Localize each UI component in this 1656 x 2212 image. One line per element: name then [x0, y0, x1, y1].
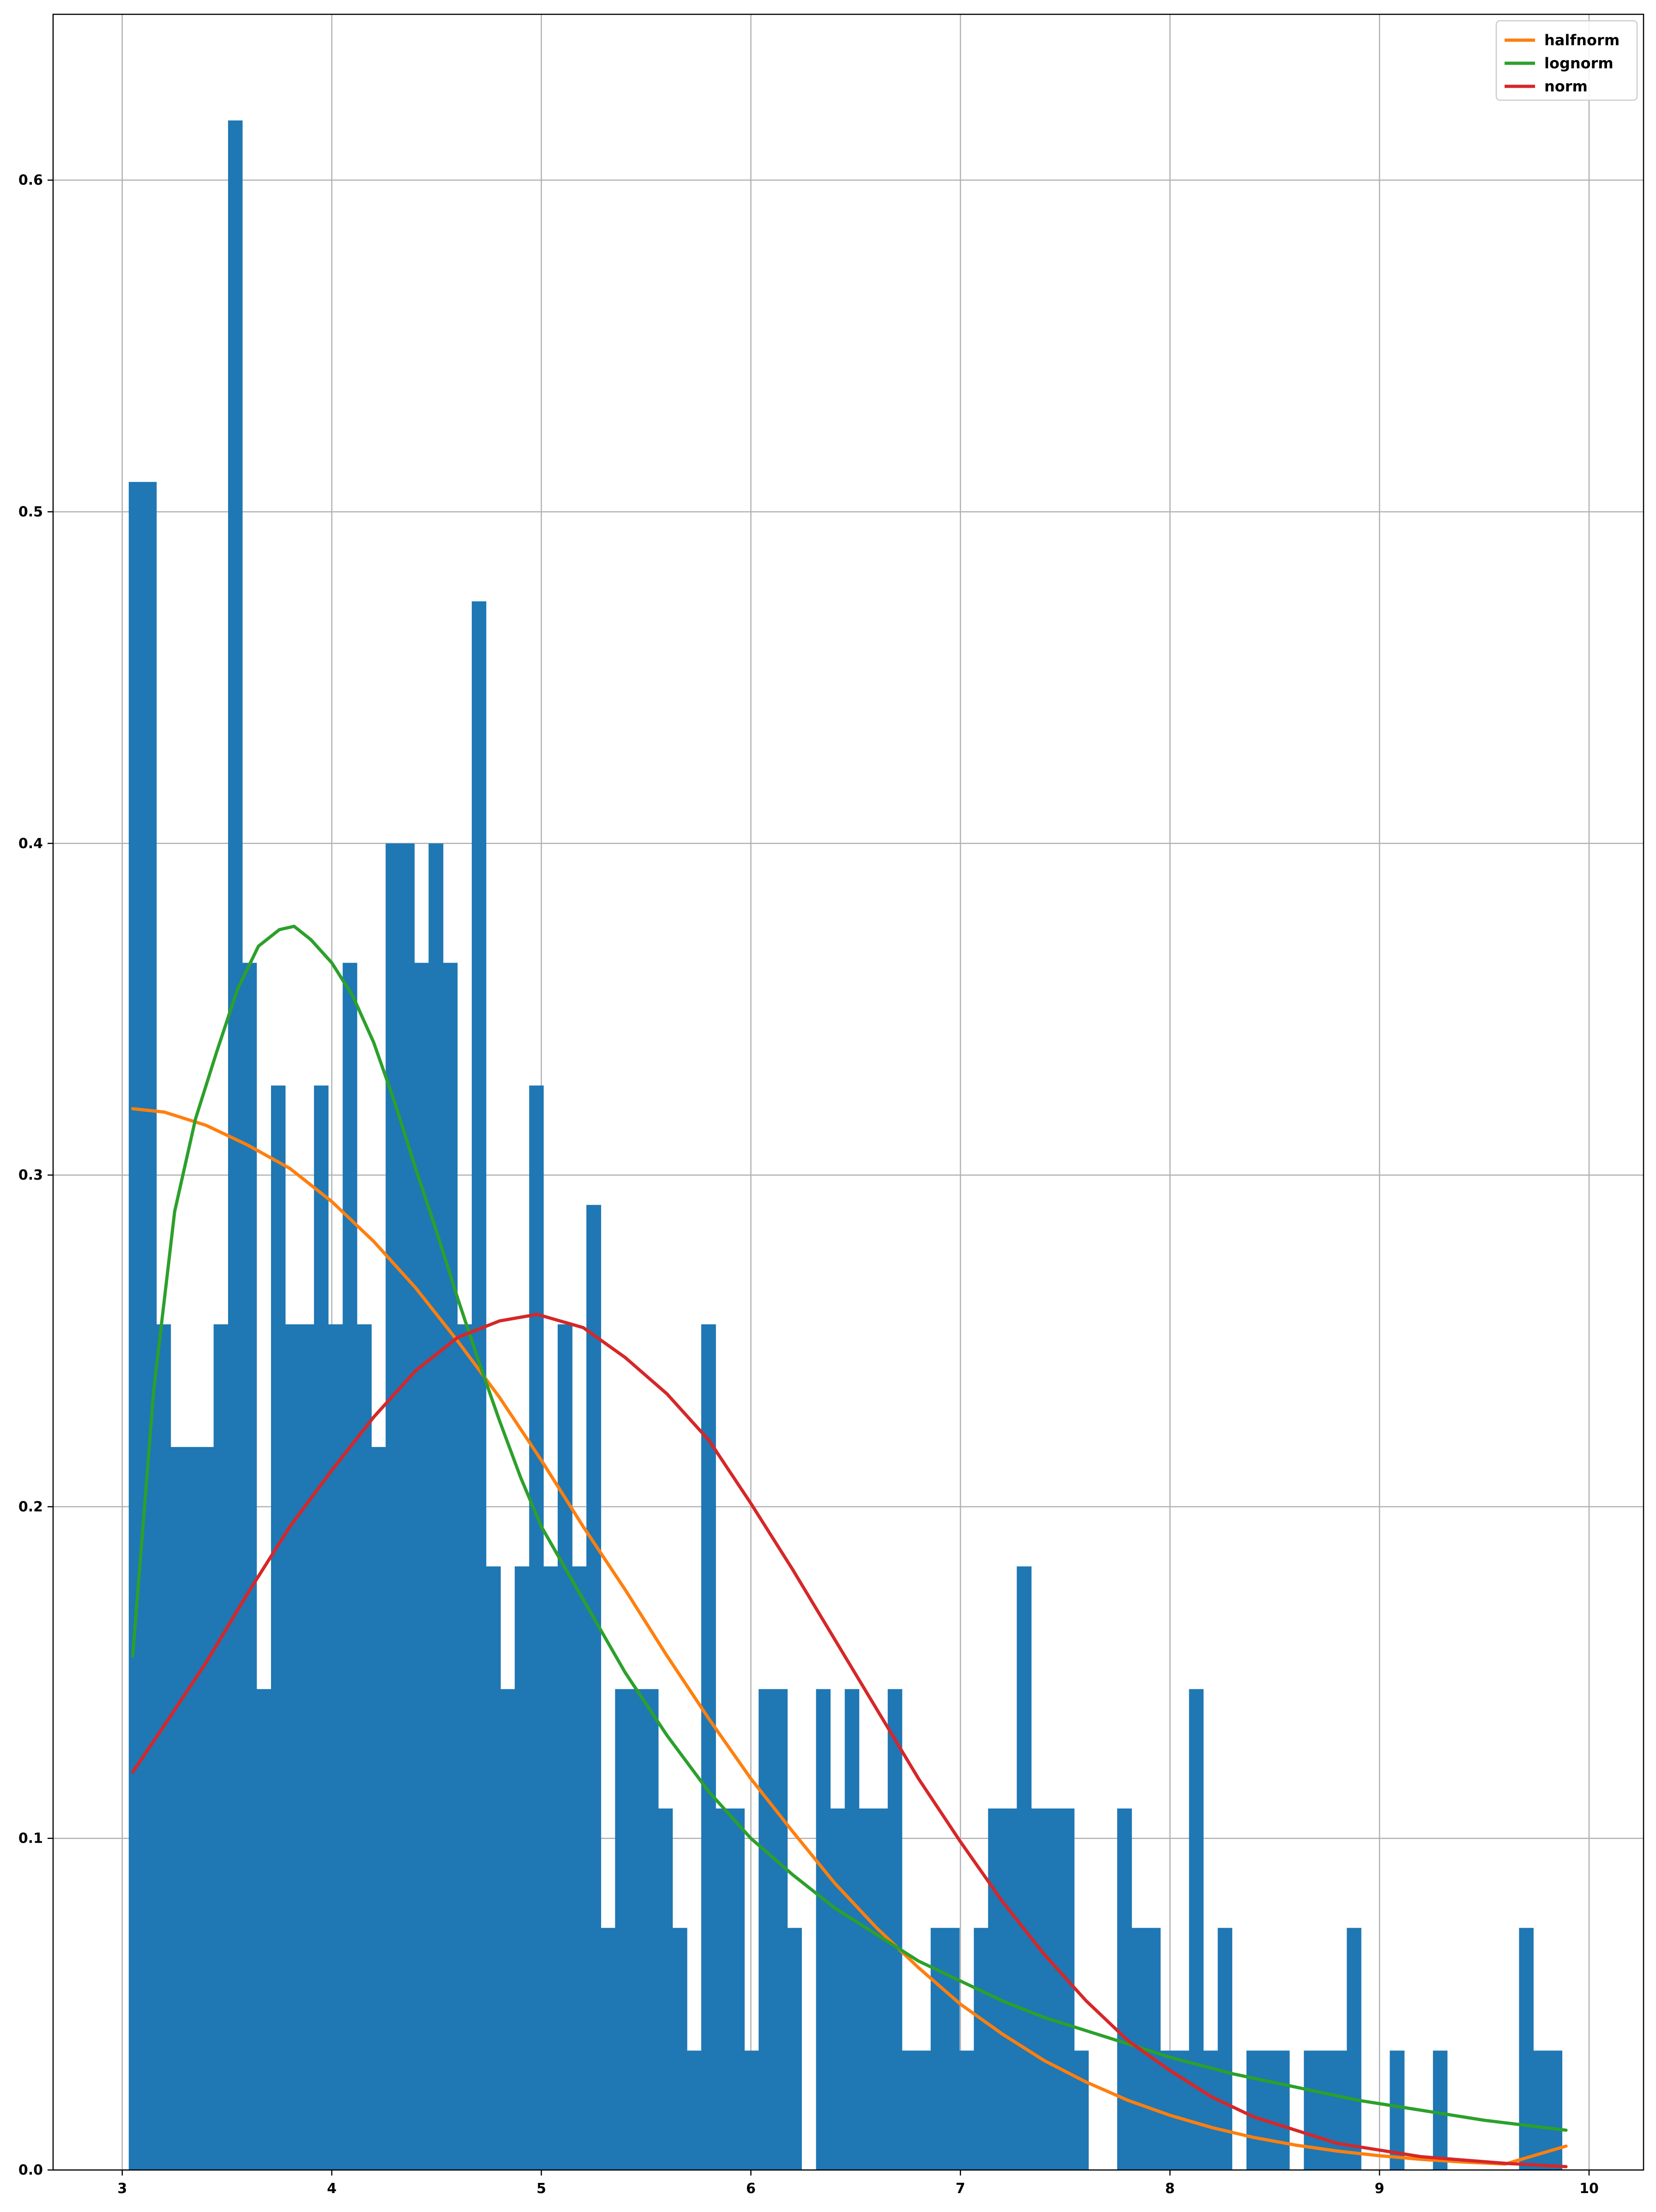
y-tick-label: 0.5	[18, 504, 43, 520]
histogram-bar	[1189, 1689, 1204, 2170]
axis-ticks: 3 4 5 6 7 8 9 10 0.0 0.1 0.2 0.3 0.4 0.5 0.6	[18, 172, 1599, 2197]
x-tick-label: 3	[117, 2181, 127, 2197]
histogram-bar	[744, 2050, 759, 2170]
histogram-bar	[716, 1808, 745, 2170]
legend-label-lognorm: lognorm	[1544, 54, 1614, 72]
histogram-bar	[615, 1689, 659, 2170]
histogram-bar	[1117, 1808, 1132, 2170]
histogram-bar	[974, 1928, 988, 2170]
legend-label-halfnorm: halfnorm	[1544, 31, 1620, 49]
histogram-bar	[170, 1447, 214, 2170]
histogram-bar	[371, 1447, 386, 2170]
histogram-bar	[385, 843, 415, 2170]
histogram-bar	[213, 1324, 229, 2170]
histogram-bar	[128, 482, 157, 2170]
histogram-bar	[1017, 1566, 1032, 2170]
histogram-bar	[271, 1085, 286, 2170]
axes-frame	[52, 13, 1644, 2171]
histogram-bar	[471, 601, 487, 2170]
histogram-bar	[658, 1808, 673, 2170]
histogram-bar	[844, 1689, 860, 2170]
histogram-bar	[285, 1324, 314, 2170]
histogram-bar	[1074, 2050, 1089, 2170]
y-tick-label: 0.1	[18, 1831, 43, 1847]
histogram-bar	[701, 1324, 716, 2170]
histogram-bar	[902, 2050, 931, 2170]
x-tick-label: 8	[1165, 2181, 1175, 2197]
x-tick-label: 10	[1579, 2181, 1599, 2197]
y-tick-label: 0.0	[18, 2162, 43, 2178]
histogram-bar	[672, 1928, 687, 2170]
histogram-bar	[414, 963, 429, 2170]
histogram-bar	[242, 963, 257, 2170]
histogram-bar	[500, 1689, 515, 2170]
histogram-bar	[557, 1324, 572, 2170]
histogram-bar	[228, 120, 243, 2170]
histogram-bar	[357, 1324, 372, 2170]
histogram-bar	[514, 1566, 530, 2170]
histogram-bar	[1519, 1928, 1534, 2170]
y-tick-label: 0.4	[18, 836, 43, 852]
histogram-bar	[1160, 2050, 1190, 2170]
histogram-bar	[887, 1689, 903, 2170]
x-tick-label: 5	[536, 2181, 546, 2197]
histogram-bar	[816, 1689, 831, 2170]
x-tick-label: 7	[956, 2181, 965, 2197]
y-tick-label: 0.2	[18, 1499, 43, 1515]
series-line-halfnorm	[131, 1107, 1568, 2166]
x-tick-label: 4	[327, 2181, 337, 2197]
histogram-bar	[457, 1324, 472, 2170]
histogram-bar	[586, 1205, 602, 2170]
x-tick-label: 6	[746, 2181, 756, 2197]
histogram-bar	[687, 2050, 702, 2170]
y-tick-label: 0.3	[18, 1167, 43, 1183]
histogram-bar	[930, 1928, 960, 2170]
grid	[53, 14, 1644, 2171]
fit-lines	[131, 924, 1568, 2169]
histogram-bar	[543, 1566, 558, 2170]
histogram-bar	[529, 1085, 544, 2170]
histogram-bar	[1246, 2050, 1290, 2170]
histogram-bar	[988, 1808, 1018, 2170]
histogram-bar	[156, 1324, 171, 2170]
histogram-bar	[787, 1928, 802, 2170]
histogram-bar	[1031, 1808, 1075, 2170]
histogram-bar	[486, 1566, 501, 2170]
histogram-bar	[959, 2050, 974, 2170]
series-line-norm	[131, 1313, 1568, 2169]
histogram-bars	[128, 120, 1563, 2170]
histogram-bar	[343, 963, 357, 2170]
histogram-bar	[256, 1689, 271, 2170]
histogram-bar	[1390, 2050, 1405, 2170]
histogram-bar	[328, 1324, 343, 2170]
histogram-bar	[1347, 1928, 1361, 2170]
histogram-bar	[1433, 2050, 1448, 2170]
histogram-bar	[443, 963, 458, 2170]
histogram-bar	[859, 1808, 888, 2170]
histogram-bar	[572, 1566, 587, 2170]
legend-label-norm: norm	[1544, 78, 1588, 95]
histogram-bar	[759, 1689, 788, 2170]
histogram-bar	[830, 1808, 845, 2170]
y-tick-label: 0.6	[18, 172, 43, 188]
x-tick-label: 9	[1375, 2181, 1385, 2197]
histogram-bar	[601, 1928, 615, 2170]
histogram-bar	[428, 843, 444, 2170]
histogram-bar	[1217, 1928, 1233, 2170]
histogram-bar	[314, 1085, 329, 2170]
legend: halfnorm lognorm norm	[1495, 20, 1638, 101]
